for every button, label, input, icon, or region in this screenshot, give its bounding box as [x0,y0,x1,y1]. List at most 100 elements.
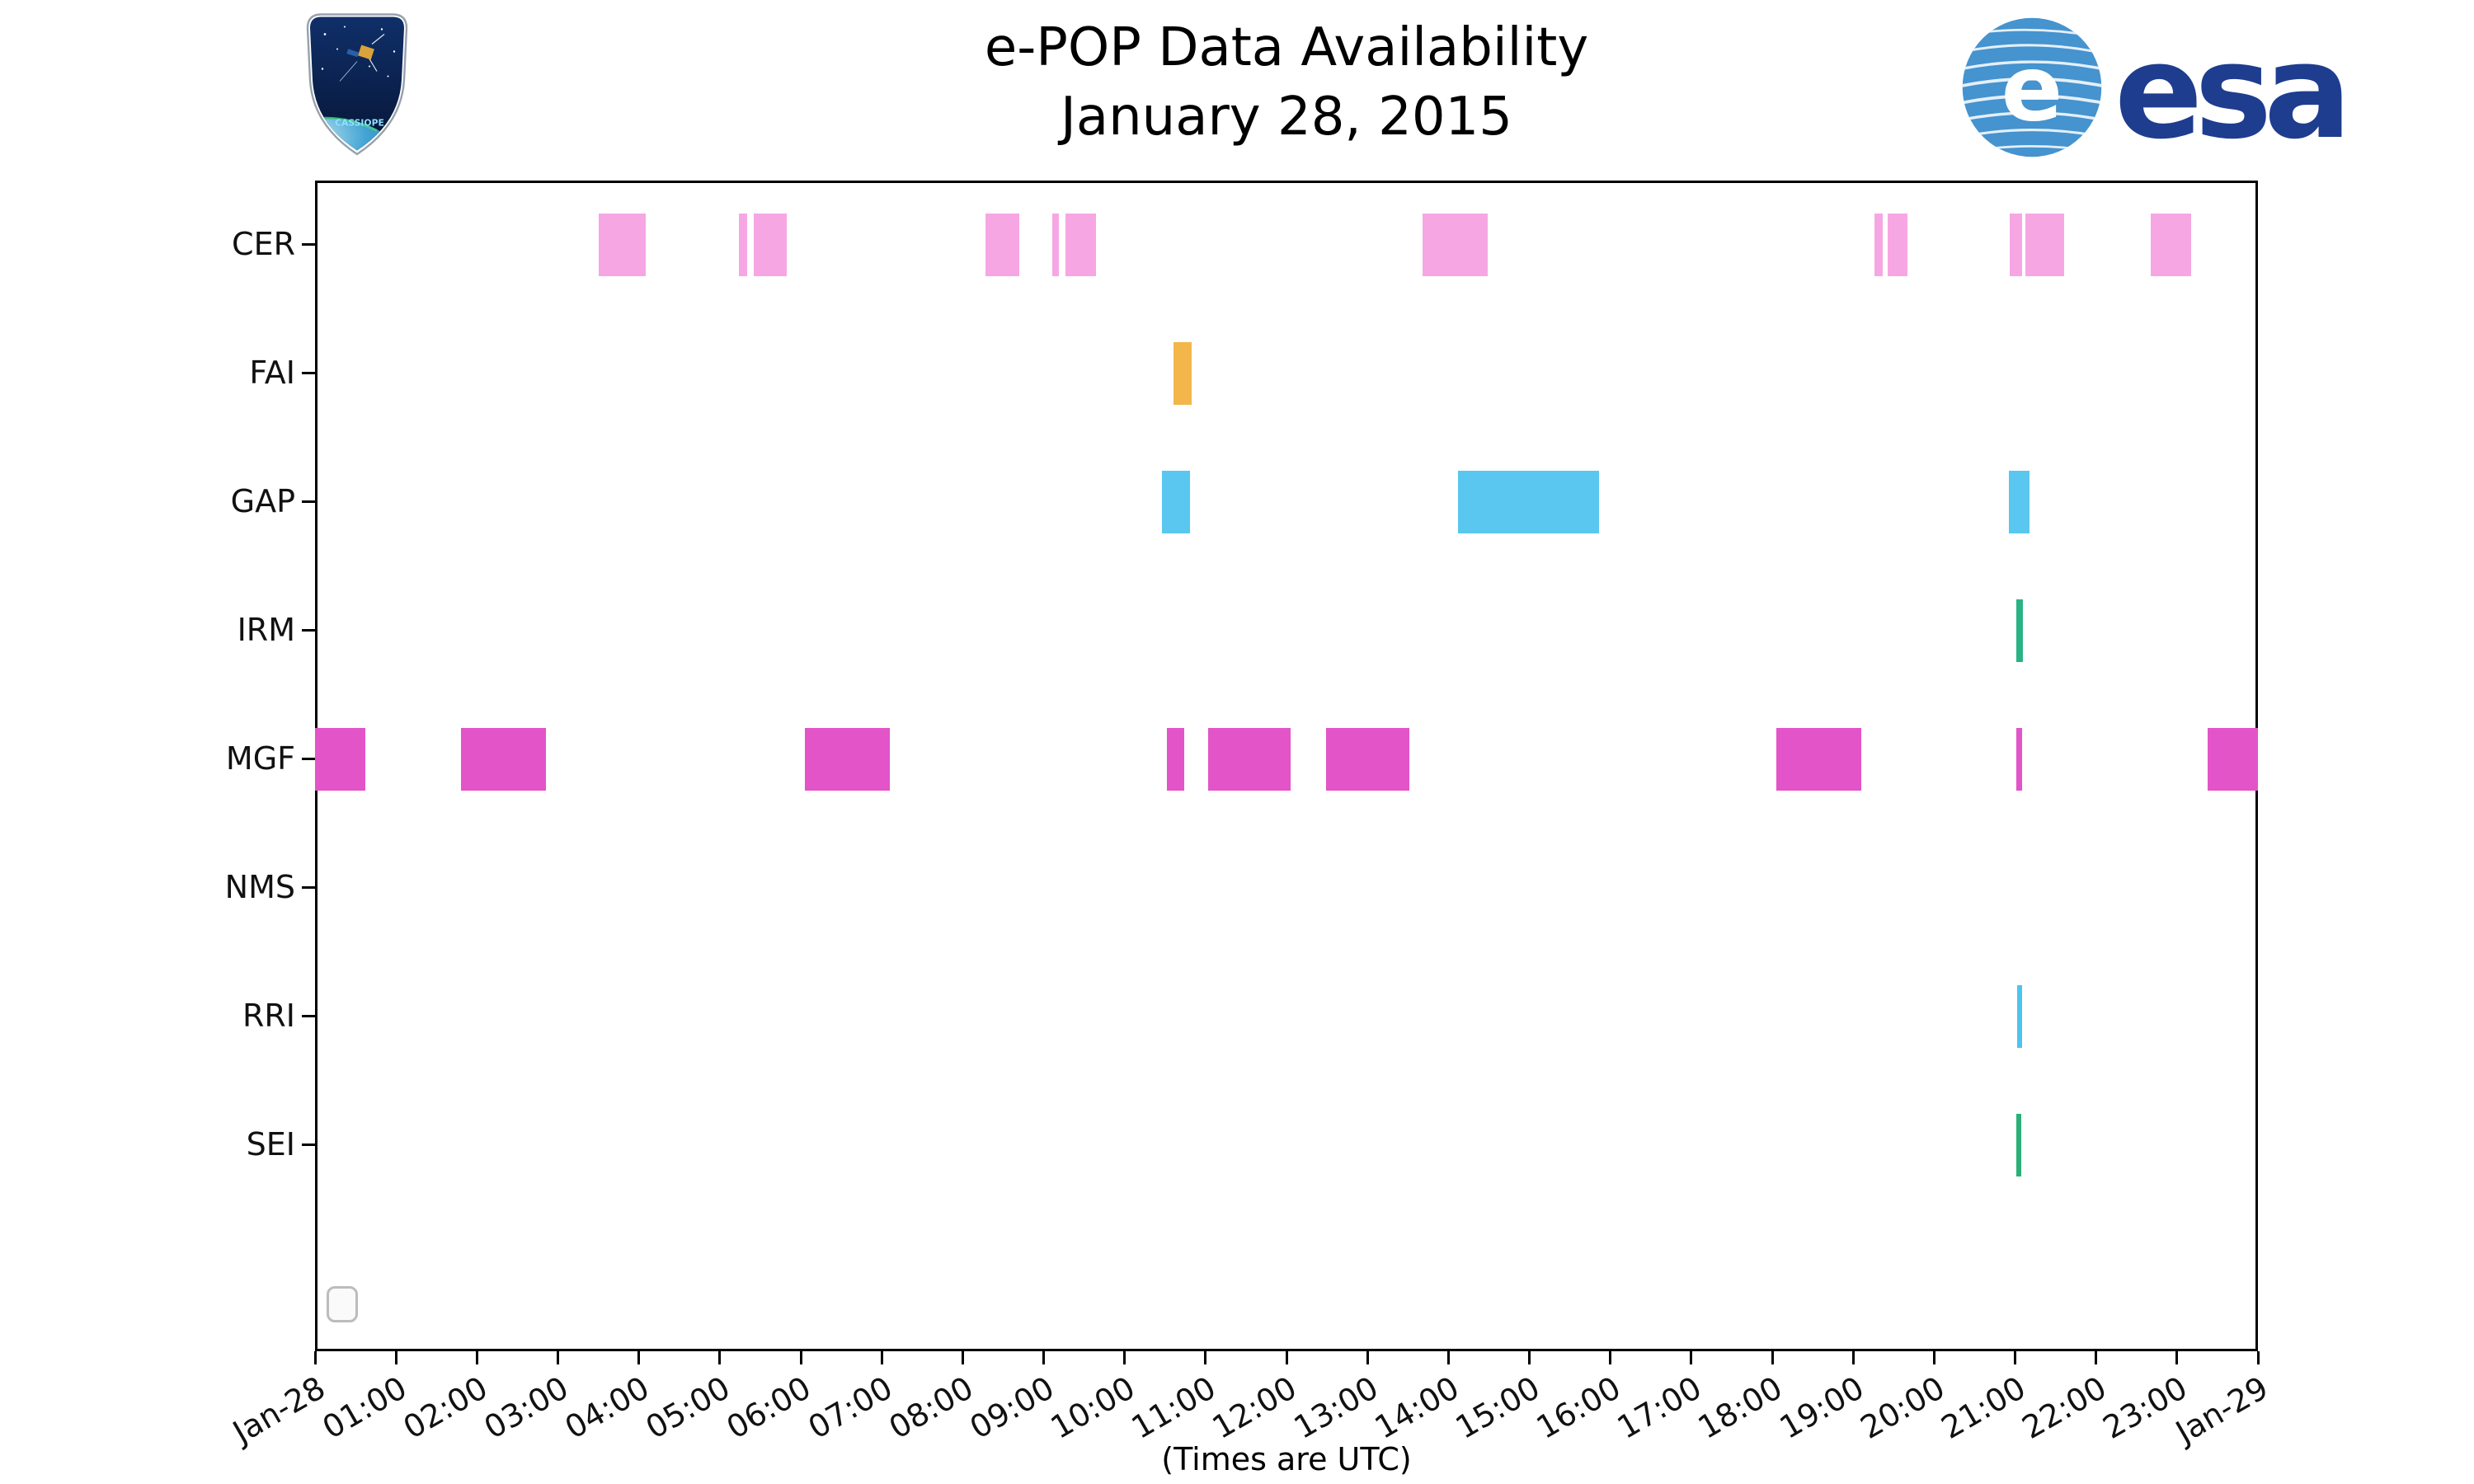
x-axis-tick-label: 13:00 [1287,1369,1385,1446]
x-axis-tick-label: 20:00 [1854,1369,1951,1446]
x-axis-tick-label: 09:00 [963,1369,1061,1446]
x-tick-mark [2014,1351,2016,1364]
esa-logo: e esa [1961,16,2352,158]
availability-bar-cer [2151,213,2191,276]
availability-bar-cer [598,213,647,276]
y-axis-label-sei: SEI [246,1125,295,1162]
stars [321,26,396,77]
x-tick-mark [880,1351,883,1364]
availability-bar-cer [739,213,748,276]
availability-bar-cer [1888,213,1907,276]
x-tick-mark [394,1351,397,1364]
availability-bar-mgf [1776,727,1861,791]
availability-bar-cer [1065,213,1097,276]
availability-bar-gap [1161,470,1191,533]
x-axis-tick-label: 04:00 [558,1369,656,1446]
x-tick-mark [1851,1351,1855,1364]
x-axis-tick-label: 16:00 [1530,1369,1627,1446]
availability-bar-rri [2017,984,2023,1048]
x-axis-tick-label: Jan-28 [227,1369,332,1451]
x-tick-mark [799,1351,802,1364]
x-axis-tick-label: 12:00 [1206,1369,1303,1446]
x-tick-mark [475,1351,478,1364]
chart-title-block: e-POP Data Availability January 28, 2015 [315,13,2258,153]
availability-bar-cer [1422,213,1489,276]
availability-bar-mgf [804,727,890,791]
x-axis-tick-label: 19:00 [1773,1369,1870,1446]
x-axis-tick-label: 08:00 [882,1369,980,1446]
x-tick-mark [1771,1351,1774,1364]
x-tick-mark [637,1351,641,1364]
x-tick-mark [2256,1351,2260,1364]
y-axis-label-gap: GAP [230,483,295,520]
availability-bar-cer [754,213,788,276]
cassiope-mission-patch: CASSIOPE [295,12,419,162]
x-axis-tick-label: 06:00 [721,1369,817,1446]
availability-bar-mgf [1207,727,1291,791]
y-tick-mark [302,629,315,632]
availability-bar-cer [985,213,1020,276]
x-tick-mark [1446,1351,1450,1364]
availability-bar-mgf [2208,727,2258,791]
y-tick-mark [302,1015,315,1018]
x-axis-tick-label: 11:00 [1126,1369,1222,1446]
esa-emblem-icon: e [1962,17,2102,157]
y-tick-mark [302,372,315,375]
availability-bar-cer [1874,213,1884,276]
availability-bar-mgf [315,727,365,791]
x-axis-tick-label: 18:00 [1692,1369,1789,1446]
x-axis-tick-label: 03:00 [477,1369,575,1446]
x-axis-tick-label: 14:00 [1368,1369,1465,1446]
y-axis-label-rri: RRI [242,997,295,1034]
availability-bar-irm [2016,599,2024,662]
x-axis-tick-label: 01:00 [316,1369,413,1446]
x-tick-mark [961,1351,964,1364]
availability-bar-cer [2025,213,2065,276]
x-tick-mark [1690,1351,1693,1364]
y-axis-label-nms: NMS [224,869,295,906]
cassiope-label: CASSIOPE [335,118,384,129]
x-tick-mark [1366,1351,1369,1364]
y-axis-label-cer: CER [232,226,295,263]
x-tick-mark [1042,1351,1045,1364]
x-tick-mark [1932,1351,1935,1364]
availability-bar-mgf [1326,727,1410,791]
y-tick-mark [302,758,315,761]
availability-bar-sei [2016,1113,2022,1176]
x-axis-tick-label: 02:00 [397,1369,494,1446]
x-tick-mark [718,1351,722,1364]
x-axis-tick-label: 05:00 [640,1369,736,1446]
x-axis-tick-label: Jan-29 [2170,1369,2274,1451]
availability-bar-fai [1173,341,1192,405]
x-axis-label: (Times are UTC) [1161,1441,1412,1477]
x-tick-mark [2175,1351,2179,1364]
availability-bar-mgf [1166,727,1185,791]
y-tick-mark [302,886,315,890]
page-title: e-POP Data Availability [984,17,1589,78]
x-tick-mark [1204,1351,1207,1364]
x-tick-mark [2095,1351,2098,1364]
y-axis-label-mgf: MGF [225,740,295,777]
y-tick-mark [302,500,315,504]
x-axis-tick-label: 07:00 [802,1369,899,1446]
page-subtitle: January 28, 2015 [1061,87,1512,148]
y-axis-label-fai: FAI [249,355,295,392]
x-axis-tick-label: 10:00 [1044,1369,1141,1446]
x-tick-mark [1285,1351,1288,1364]
availability-bar-cer [1052,213,1060,276]
availability-bar-mgf [460,727,546,791]
aurora-arc [310,116,378,132]
x-axis-tick-label: 22:00 [2015,1369,2113,1446]
cassiope-patch-graphic: CASSIOPE [306,13,408,156]
x-tick-mark [313,1351,317,1364]
x-axis-tick-label: 15:00 [1449,1369,1546,1446]
x-tick-mark [557,1351,559,1364]
empty-legend-box [327,1286,358,1322]
availability-bar-cer [2009,213,2023,276]
x-axis-tick-label: 21:00 [1935,1369,2032,1446]
x-tick-mark [1123,1351,1126,1364]
y-axis-label-irm: IRM [237,612,295,649]
esa-emblem-letter: e [2001,36,2063,142]
y-tick-mark [302,243,315,247]
